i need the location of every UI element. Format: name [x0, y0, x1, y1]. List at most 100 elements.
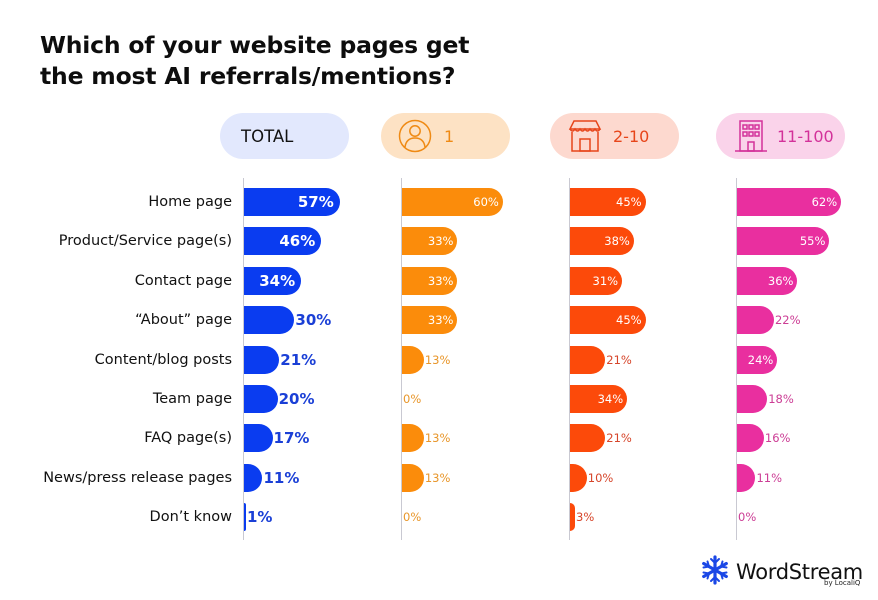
value-label-2-10: 31%	[592, 274, 619, 288]
column-header-total-label: TOTAL	[241, 126, 294, 146]
bar-total	[244, 464, 263, 492]
value-label-2-10: 3%	[576, 510, 595, 524]
column-header-11-100-label: 11-100	[777, 126, 834, 146]
value-label-1: 0%	[403, 510, 422, 524]
value-label-1: 0%	[403, 392, 422, 406]
value-label-1: 13%	[424, 431, 451, 445]
value-label-11-100: 16%	[764, 431, 791, 445]
value-label-1: 33%	[427, 274, 454, 288]
value-label-1: 13%	[424, 471, 451, 485]
column-header-2-10: 2-10	[550, 113, 679, 159]
bar-2-10	[570, 188, 646, 216]
bar-total	[244, 188, 340, 216]
chart-title-line-2: the most AI referrals/mentions?	[40, 62, 456, 90]
value-label-total: 34%	[259, 272, 296, 290]
value-label-11-100: 55%	[799, 234, 826, 248]
value-label-1: 13%	[424, 353, 451, 367]
row-label: FAQ page(s)	[144, 430, 232, 446]
value-label-total: 17%	[273, 429, 310, 447]
value-label-1: 33%	[427, 313, 454, 327]
value-label-1: 60%	[473, 195, 499, 209]
bar-11-100	[737, 424, 764, 452]
value-label-11-100: 0%	[738, 510, 757, 524]
value-label-2-10: 21%	[606, 353, 632, 367]
value-label-2-10: 10%	[587, 471, 614, 485]
row-label: “About” page	[135, 312, 232, 328]
person-icon	[398, 119, 432, 153]
bar-1	[402, 464, 424, 492]
bar-total	[244, 385, 278, 413]
value-label-11-100: 22%	[774, 313, 801, 327]
bar-11-100	[737, 346, 778, 374]
value-label-11-100: 62%	[811, 195, 838, 209]
row-label: Content/blog posts	[94, 352, 232, 368]
bar-2-10	[570, 385, 628, 413]
axis-line-total	[243, 178, 244, 540]
chart-title: Which of your website pages get the most…	[40, 30, 560, 92]
column-header-1-label: 1	[444, 126, 455, 146]
row-label: Team page	[152, 391, 232, 407]
wordstream-byline: by LocaliQ	[824, 579, 861, 587]
row-label: Contact page	[134, 273, 232, 289]
row-label: Product/Service page(s)	[58, 233, 232, 249]
bar-2-10	[570, 227, 634, 255]
bar-2-10	[570, 424, 606, 452]
value-label-2-10: 45%	[616, 313, 642, 327]
bar-1	[402, 346, 424, 374]
value-label-1: 33%	[427, 234, 454, 248]
chart-title-line-1: Which of your website pages get	[40, 31, 470, 59]
bar-2-10	[570, 464, 587, 492]
value-label-2-10: 34%	[597, 392, 624, 406]
value-label-11-100: 24%	[747, 353, 774, 367]
office-building-icon	[734, 118, 768, 154]
wordstream-logo: WordStream by LocaliQ	[700, 555, 863, 589]
bar-11-100	[737, 306, 774, 334]
bar-1	[402, 227, 458, 255]
value-label-2-10: 21%	[606, 431, 632, 445]
bar-1	[402, 424, 424, 452]
bar-1	[402, 267, 458, 295]
storefront-icon	[568, 118, 602, 154]
column-header-total: TOTAL	[220, 113, 349, 159]
bar-11-100	[737, 227, 830, 255]
axis-line-11-100	[736, 178, 737, 540]
bar-11-100	[737, 385, 768, 413]
column-header-11-100: 11-100	[716, 113, 845, 159]
column-header-1: 1	[381, 113, 510, 159]
bar-11-100	[737, 188, 842, 216]
bar-2-10	[570, 503, 576, 531]
bar-total	[244, 267, 302, 295]
wordstream-wordmark: WordStream	[736, 560, 863, 584]
bar-1	[402, 306, 458, 334]
axis-line-2-10	[569, 178, 570, 540]
value-label-total: 11%	[263, 469, 300, 487]
bar-total	[244, 227, 322, 255]
bar-11-100	[737, 267, 798, 295]
row-label: Don’t know	[149, 509, 232, 525]
value-label-total: 57%	[297, 193, 334, 211]
axis-line-1	[401, 178, 402, 540]
value-label-total: 21%	[280, 351, 317, 369]
value-label-11-100: 18%	[768, 392, 794, 406]
wordstream-snowflake-icon	[700, 555, 730, 589]
bar-total	[244, 503, 246, 531]
bar-1	[402, 188, 503, 216]
value-label-total: 46%	[279, 232, 316, 250]
value-label-total: 20%	[278, 390, 315, 408]
column-header-2-10-label: 2-10	[613, 126, 650, 146]
value-label-total: 30%	[295, 311, 332, 329]
bar-total	[244, 424, 273, 452]
bar-11-100	[737, 464, 756, 492]
value-label-total: 1%	[247, 508, 273, 526]
bar-total	[244, 346, 280, 374]
value-label-11-100: 36%	[767, 274, 794, 288]
bar-2-10	[570, 346, 606, 374]
value-label-2-10: 45%	[616, 195, 642, 209]
bar-2-10	[570, 267, 623, 295]
value-label-2-10: 38%	[604, 234, 630, 248]
value-label-11-100: 11%	[756, 471, 783, 485]
row-label: News/press release pages	[43, 470, 232, 486]
row-label: Home page	[148, 194, 232, 210]
bar-total	[244, 306, 295, 334]
bar-2-10	[570, 306, 646, 334]
